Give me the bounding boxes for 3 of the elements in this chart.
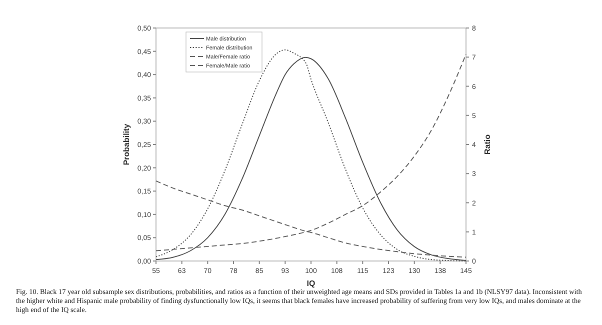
y-axis-title: Probability	[122, 123, 131, 166]
y2-axis-title: Ratio	[483, 134, 492, 154]
x-axis-title: IQ	[306, 279, 316, 288]
